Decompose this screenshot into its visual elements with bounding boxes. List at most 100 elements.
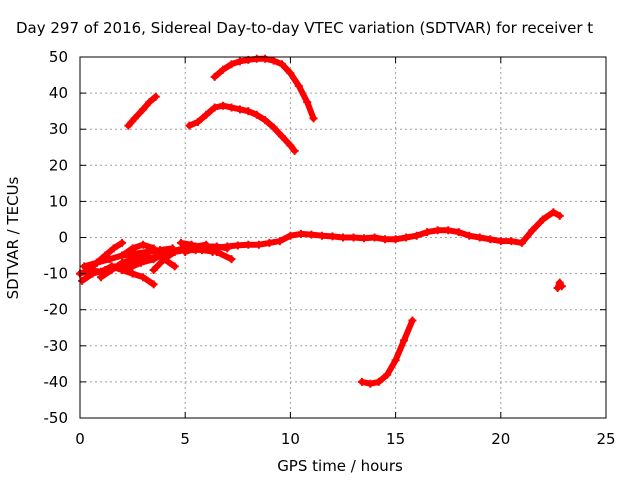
y-tick-label: -30 xyxy=(44,337,69,355)
x-tick-label: 15 xyxy=(386,430,405,448)
data-point xyxy=(233,241,242,250)
data-point xyxy=(227,60,236,69)
data-point xyxy=(261,54,270,63)
x-tick-label: 5 xyxy=(180,430,190,448)
data-point xyxy=(149,280,158,289)
data-point xyxy=(507,237,516,246)
data-point xyxy=(269,123,278,132)
data-point xyxy=(307,230,316,239)
data-point xyxy=(118,265,127,274)
data-point xyxy=(235,105,244,114)
data-point xyxy=(149,265,158,274)
y-tick-label: 0 xyxy=(58,229,68,247)
data-point xyxy=(465,231,474,240)
x-tick-label: 25 xyxy=(596,430,615,448)
data-point xyxy=(252,54,261,63)
data-point xyxy=(84,265,93,274)
y-tick-label: 30 xyxy=(49,120,68,138)
data-point xyxy=(244,107,253,116)
data-point xyxy=(381,235,390,244)
data-point xyxy=(400,336,409,345)
series-main-band xyxy=(77,209,563,277)
data-point xyxy=(105,255,114,264)
data-point xyxy=(202,110,211,119)
data-point xyxy=(383,370,392,379)
data-point xyxy=(286,69,295,78)
data-point xyxy=(219,101,228,110)
data-point xyxy=(408,316,417,325)
tick-layer xyxy=(79,56,607,419)
data-point xyxy=(193,117,202,126)
data-point xyxy=(128,269,137,278)
data-point xyxy=(160,255,169,264)
data-point xyxy=(227,103,236,112)
data-point xyxy=(517,238,526,247)
data-point xyxy=(444,226,453,235)
data-point xyxy=(370,233,379,242)
data-point xyxy=(109,244,118,253)
x-tick-label: 10 xyxy=(281,430,300,448)
data-point xyxy=(101,251,110,260)
data-point xyxy=(219,65,228,74)
data-point xyxy=(391,356,400,365)
data-point xyxy=(128,255,137,264)
data-point xyxy=(412,231,421,240)
data-point xyxy=(137,258,146,267)
data-point xyxy=(555,211,564,220)
data-point xyxy=(181,247,190,256)
y-tick-label: -50 xyxy=(44,409,69,427)
y-tick-label: 20 xyxy=(49,156,68,174)
data-point xyxy=(290,146,299,155)
data-point xyxy=(366,379,375,388)
data-point xyxy=(88,269,97,278)
data-point xyxy=(349,233,358,242)
data-point xyxy=(486,235,495,244)
data-point xyxy=(303,98,312,107)
data-point xyxy=(357,377,366,386)
data-point xyxy=(254,240,263,249)
data-point xyxy=(170,262,179,271)
data-point xyxy=(265,238,274,247)
data-point xyxy=(78,276,87,285)
data-point xyxy=(286,141,295,150)
x-tick-label: 0 xyxy=(75,430,85,448)
data-point xyxy=(139,105,148,114)
data-point xyxy=(286,231,295,240)
chart-title: Day 297 of 2016, Sidereal Day-to-day VTE… xyxy=(16,19,593,37)
series-arc-30-a xyxy=(125,93,159,129)
x-tick-label: 20 xyxy=(491,430,510,448)
data-point xyxy=(235,57,244,66)
data-point xyxy=(277,132,286,141)
data-point xyxy=(277,60,286,69)
y-axis-label: SDTVAR / TECUs xyxy=(4,176,22,299)
y-tick-label: -40 xyxy=(44,373,69,391)
data-point xyxy=(244,240,253,249)
data-point xyxy=(496,237,505,246)
data-point xyxy=(97,273,106,282)
series-arc-g xyxy=(178,239,216,255)
data-point xyxy=(475,233,484,242)
data-point xyxy=(149,255,158,264)
data-point xyxy=(374,377,383,386)
series-arc-30-b xyxy=(186,102,298,154)
y-tick-label: -20 xyxy=(44,301,69,319)
data-point xyxy=(528,226,537,235)
data-point xyxy=(212,242,221,251)
data-point xyxy=(275,237,284,246)
data-point xyxy=(296,229,305,238)
data-point xyxy=(145,98,154,107)
data-point xyxy=(187,240,196,249)
data-point xyxy=(151,92,160,101)
data-point xyxy=(124,121,133,130)
y-tick-label: 40 xyxy=(49,84,68,102)
data-point xyxy=(198,244,207,253)
data-point xyxy=(107,262,116,271)
data-point xyxy=(128,244,137,253)
tick-label-layer: 0 5 10 15 20 25 -50 -40 -30 -20 -10 0 10 20 30 40 50 xyxy=(44,48,616,448)
data-point xyxy=(339,233,347,242)
data-point xyxy=(210,72,219,81)
data-point xyxy=(223,244,232,253)
data-point xyxy=(433,226,442,235)
data-layer xyxy=(76,54,566,388)
